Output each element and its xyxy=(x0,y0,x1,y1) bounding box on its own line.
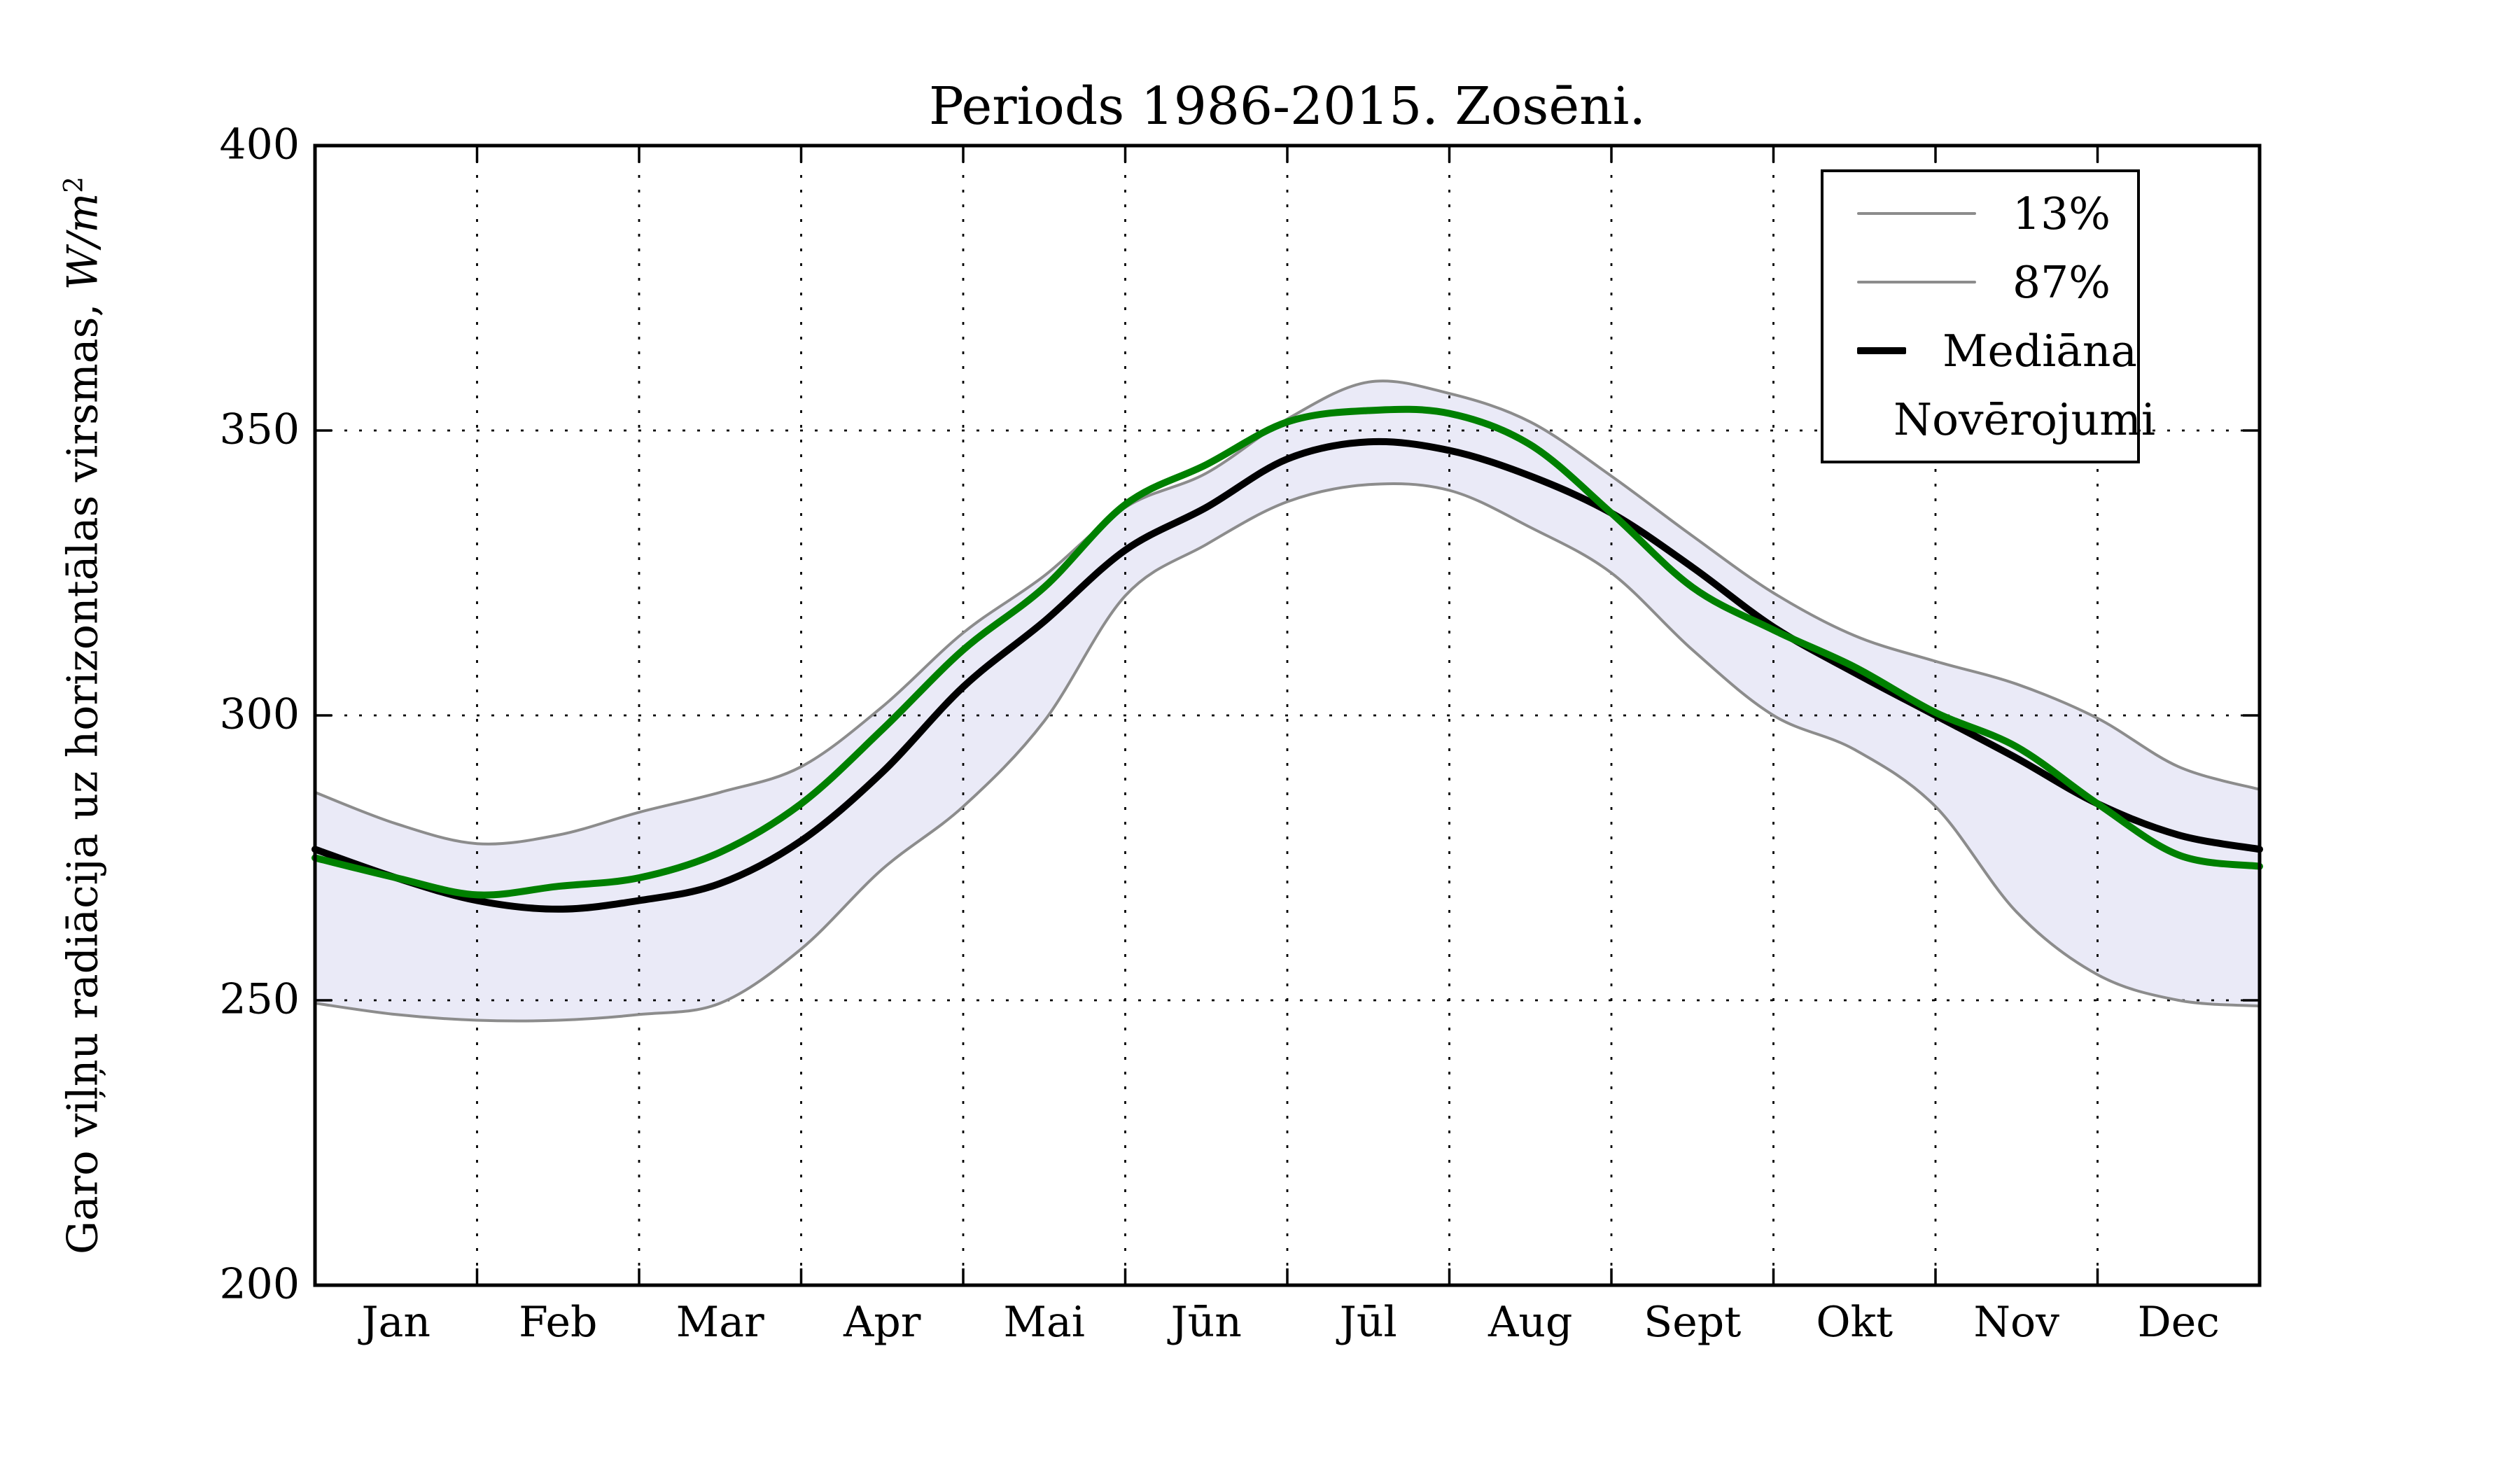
x-tick-label-mai: Mai xyxy=(1003,1298,1085,1347)
legend-item-87: 87% xyxy=(1823,260,2137,304)
y-tick-label-250: 250 xyxy=(219,974,300,1024)
legend: 13% 87% Mediāna Novērojumi xyxy=(1821,169,2155,463)
percentile-band xyxy=(315,381,2260,1021)
x-tick-label-jan: Jan xyxy=(361,1298,430,1347)
y-tick-label-350: 350 xyxy=(219,405,300,454)
y-tick-label-300: 300 xyxy=(219,690,300,739)
x-tick-label-feb: Feb xyxy=(519,1298,598,1347)
chart-title: Periods 1986-2015. Zosēni. xyxy=(928,76,1646,136)
x-tick-label-sept: Sept xyxy=(1644,1298,1742,1347)
y-tick-label-200: 200 xyxy=(219,1259,300,1309)
x-tick-label-nov: Nov xyxy=(1973,1298,2060,1347)
legend-label-13: 13% xyxy=(2012,188,2111,239)
x-tick-label-apr: Apr xyxy=(844,1298,921,1347)
x-tick-label-jūl: Jūl xyxy=(1339,1298,1397,1347)
legend-item-mediana: Mediāna xyxy=(1823,329,2137,373)
series-noverojumi-line xyxy=(312,405,2263,899)
x-tick-label-dec: Dec xyxy=(2137,1298,2220,1347)
y-tick-label-400: 400 xyxy=(219,120,300,169)
legend-item-noverojumi: Novērojumi xyxy=(1823,398,2155,442)
x-tick-label-aug: Aug xyxy=(1488,1298,1573,1347)
x-tick-label-mar: Mar xyxy=(676,1298,764,1347)
x-tick-label-jūn: Jūn xyxy=(1170,1298,1242,1347)
series-13-line xyxy=(314,482,2261,1023)
legend-swatch-87 xyxy=(1857,281,1976,284)
x-tick-label-okt: Okt xyxy=(1816,1298,1893,1347)
legend-label-mediana: Mediāna xyxy=(1942,325,2137,377)
legend-swatch-13 xyxy=(1857,212,1976,215)
legend-swatch-mediana xyxy=(1857,347,1907,354)
legend-label-noverojumi: Novērojumi xyxy=(1893,393,2155,445)
legend-label-87: 87% xyxy=(2012,256,2111,308)
legend-item-13: 13% xyxy=(1823,192,2137,236)
